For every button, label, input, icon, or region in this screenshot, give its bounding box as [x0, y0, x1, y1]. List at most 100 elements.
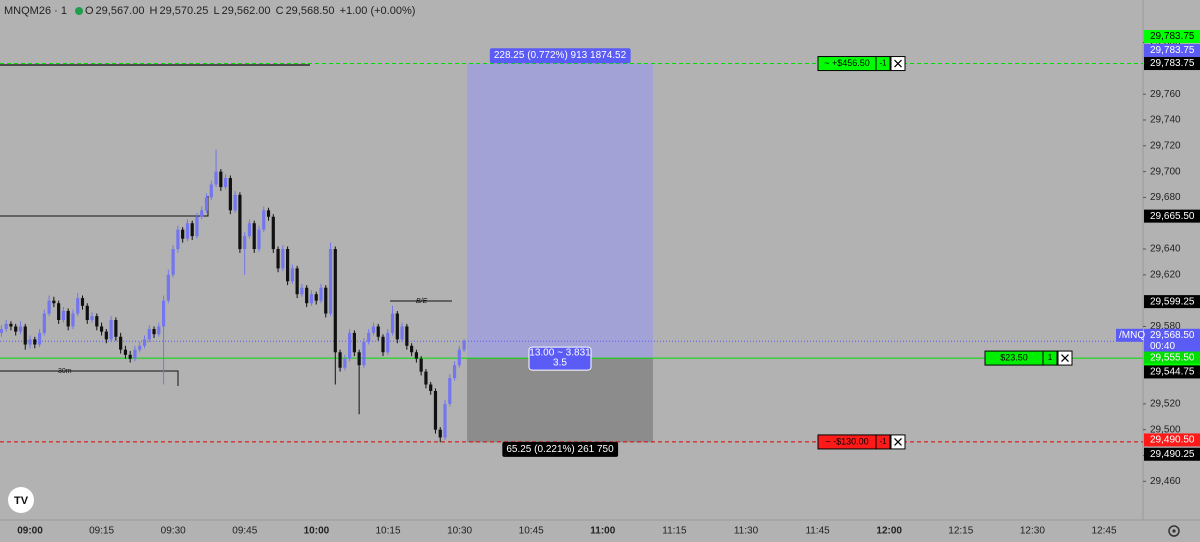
order-pnl: ~ -$130.00	[825, 436, 868, 446]
price-badge-label: 29,599.25	[1150, 296, 1195, 307]
y-tick-label: 29,460	[1150, 476, 1181, 487]
candle-body	[133, 349, 137, 359]
candle-body	[209, 184, 213, 198]
order-tag: ~ -$130.00 -1	[817, 434, 906, 450]
candle-body	[319, 287, 323, 301]
candle-body	[200, 210, 204, 217]
price-badge-label: 29,555.50	[1150, 353, 1195, 364]
order-close-button[interactable]	[890, 434, 906, 450]
svg-text:TV: TV	[14, 495, 29, 507]
price-badge-label: 29,490.50	[1150, 435, 1195, 446]
ohlc-value: 29,568.50	[285, 5, 335, 17]
candle-body	[18, 326, 23, 332]
order-close-button[interactable]	[890, 56, 906, 72]
candle-body	[42, 313, 46, 333]
price-badge-label: 29,490.25	[1150, 449, 1195, 460]
candle-body	[286, 249, 290, 282]
candle-body	[142, 339, 147, 346]
order-qty: -1	[879, 59, 887, 68]
order-close-icon	[1061, 354, 1069, 363]
y-tick-label: 29,620	[1150, 269, 1181, 280]
candle-body	[338, 352, 342, 368]
settings-icon[interactable]	[1168, 525, 1180, 537]
symbol-tag: /MNQ	[1119, 330, 1145, 341]
candle-body	[161, 300, 166, 327]
candle-body	[414, 352, 418, 359]
candle-body	[438, 429, 442, 438]
ohlc-label: O	[84, 5, 94, 17]
x-tick-label: 11:00	[590, 526, 615, 537]
price-badge-label: 29,783.75	[1150, 31, 1195, 42]
stop-label-text: 65.25 (0.221%) 261 750	[506, 444, 614, 455]
candle-body	[462, 341, 466, 350]
candle-body	[352, 332, 356, 353]
candle-body	[295, 268, 299, 295]
price-badge	[1144, 328, 1200, 353]
candle-body	[47, 300, 51, 314]
candle-body	[271, 216, 275, 250]
profit-zone	[467, 63, 653, 359]
legend-header: MNQM26 · 1 O 29,567.00 H 29,570.25 L 29,562.…	[4, 5, 417, 17]
loss-zone	[467, 358, 653, 443]
center-label-text: 13.00 ~ 3.831	[529, 348, 591, 359]
target-label: 228.25 (0.772%) 913 1874.52	[489, 48, 631, 64]
candle-body	[147, 329, 151, 340]
x-tick-label: 12:00	[876, 526, 902, 537]
candle-body	[290, 268, 294, 282]
y-tick-label: 29,680	[1150, 192, 1181, 203]
candle-body	[61, 310, 66, 320]
candle-body	[300, 287, 304, 295]
price-badge	[1144, 365, 1200, 379]
candle-body	[99, 326, 104, 332]
stop-label: 65.25 (0.221%) 261 750	[502, 441, 619, 457]
candle-body	[152, 329, 156, 335]
candle-body	[276, 249, 280, 269]
candle-body	[457, 349, 461, 366]
candle-body	[452, 365, 457, 379]
change: +1.00 (+0.00%)	[339, 5, 416, 17]
candle-body	[348, 332, 352, 359]
annotation: 30m	[58, 368, 72, 375]
order-close-button[interactable]	[1057, 350, 1073, 366]
candle-body	[71, 313, 75, 327]
price-badge-label: 29,568.50	[1150, 330, 1195, 341]
price-badge	[1144, 447, 1200, 461]
center-label-bg	[528, 346, 592, 371]
x-tick-label: 12:15	[948, 526, 973, 537]
candle-body	[9, 323, 13, 327]
candle-body	[395, 313, 399, 340]
order-tag: ~ +$456.50 -1	[817, 56, 906, 72]
candle-body	[66, 310, 70, 327]
candle-body	[219, 171, 223, 188]
candle-body	[85, 305, 89, 320]
price-badge-label: 29,783.75	[1150, 58, 1195, 69]
candle-body	[400, 326, 404, 340]
ohlc-value: 29,567.00	[95, 5, 145, 17]
ohlc-value: 29,562.00	[221, 5, 271, 17]
x-tick-label: 11:45	[805, 526, 830, 537]
candle-body	[0, 329, 4, 333]
order-tag: $23.50 1	[984, 350, 1073, 366]
candle-body	[386, 332, 390, 353]
candle-body	[314, 294, 318, 301]
candle-body	[109, 320, 113, 340]
candle-body	[309, 294, 314, 304]
candle-body	[23, 326, 27, 345]
candle-body	[14, 326, 18, 332]
candle-body	[128, 354, 132, 359]
candle-body	[90, 316, 94, 320]
candle-body	[419, 358, 423, 372]
order-qty: 1	[1048, 353, 1053, 362]
candle-body	[166, 274, 170, 301]
candle-body	[181, 229, 185, 239]
y-tick-label: 29,760	[1150, 89, 1181, 100]
candle-body	[171, 249, 175, 275]
candle-body	[238, 194, 242, 250]
y-tick-label: 29,640	[1150, 244, 1181, 255]
candle-body	[185, 223, 190, 239]
candle-body	[223, 178, 228, 188]
y-tick-label: 29,700	[1150, 166, 1181, 177]
order-qty-bg	[1042, 350, 1058, 366]
